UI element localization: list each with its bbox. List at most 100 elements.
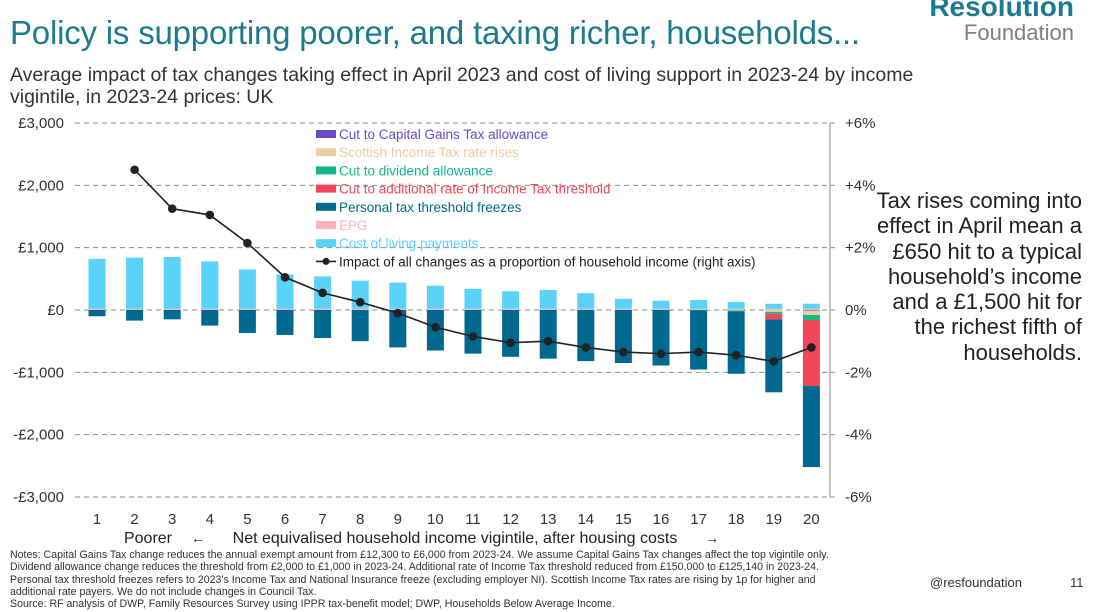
bar-segment xyxy=(126,310,144,321)
impact-point xyxy=(280,272,290,282)
note-line: Dividend allowance change reduces the th… xyxy=(10,561,820,574)
y-tick-label: £1,000 xyxy=(18,240,64,257)
impact-point xyxy=(318,288,327,298)
legend-line-marker xyxy=(322,257,330,265)
legend-label: Cost of living payments xyxy=(339,236,479,251)
legend-swatch xyxy=(316,166,336,175)
bar-segment xyxy=(577,308,595,310)
legend-label: EPG xyxy=(339,218,368,233)
x-tick-label: 2 xyxy=(130,511,138,528)
bar-segment xyxy=(502,308,520,310)
bar-segment xyxy=(765,308,783,310)
bar-segment xyxy=(464,310,482,354)
bar-segment xyxy=(727,310,745,311)
x-tick-label: 17 xyxy=(690,511,707,528)
legend-label: Personal tax threshold freezes xyxy=(339,200,522,215)
legend-swatch xyxy=(316,148,336,157)
bar-segment xyxy=(502,291,520,309)
y2-tick-label: +6% xyxy=(845,115,875,132)
bar-segment xyxy=(502,310,520,357)
bar-segment xyxy=(351,308,369,310)
y-tick-label: -£3,000 xyxy=(13,489,64,506)
y-tick-label: -£1,000 xyxy=(13,364,64,381)
bar-segment xyxy=(276,310,294,335)
bar-segment xyxy=(163,257,181,309)
bar-segment xyxy=(126,308,144,310)
y2-tick-label: 0% xyxy=(845,302,867,319)
bar-segment xyxy=(88,258,106,309)
bar-segment xyxy=(727,301,745,309)
impact-point xyxy=(731,350,741,360)
bar-segment xyxy=(539,290,557,309)
x-tick-label: 10 xyxy=(427,511,444,528)
y2-tick-label: -4% xyxy=(845,427,872,444)
bar-segment xyxy=(614,310,632,363)
bar-segment xyxy=(577,293,595,309)
legend-label: Scottish Income Tax rate rises xyxy=(339,145,519,160)
impact-point xyxy=(543,336,553,346)
legend-swatch xyxy=(316,239,336,248)
legend-label: Impact of all changes as a proportion of… xyxy=(339,254,755,269)
bar-segment xyxy=(690,308,708,310)
x-tick-label: 7 xyxy=(318,511,326,528)
x-tick-label: 3 xyxy=(168,511,176,528)
impact-point xyxy=(205,210,215,220)
bar-segment xyxy=(276,308,294,310)
bar-segment xyxy=(802,303,820,309)
legend-label: Cut to dividend allowance xyxy=(339,163,493,178)
bar-segment xyxy=(201,308,219,310)
logo-line-2: Foundation xyxy=(963,20,1074,45)
impact-point xyxy=(167,204,177,214)
bar-segment xyxy=(765,310,783,312)
x-tick-label: 8 xyxy=(356,511,364,528)
bar-segment xyxy=(802,386,820,468)
bar-segment xyxy=(652,300,670,309)
bar-segment xyxy=(765,303,783,309)
brand-logo: Resolution Foundation xyxy=(929,0,1074,46)
bar-segment xyxy=(765,313,783,320)
bar-segment xyxy=(802,310,820,311)
x-tick-label: 1 xyxy=(93,511,101,528)
bar-segment xyxy=(314,308,332,310)
impact-point xyxy=(243,238,252,248)
x-tick-label: 9 xyxy=(394,511,402,528)
logo-line-1: Resolution xyxy=(929,0,1074,22)
x-tick-label: 5 xyxy=(243,511,251,528)
bar-segment xyxy=(727,310,745,312)
page-title: Policy is supporting poorer, and taxing … xyxy=(10,14,860,51)
legend-label: Cut to additional rate of Income Tax thr… xyxy=(339,182,610,197)
y-tick-label: £3,000 xyxy=(18,115,64,132)
note-line: Notes: Capital Gains Tax change reduces … xyxy=(10,549,829,561)
bar-segment xyxy=(426,285,444,309)
social-handle: @resfoundation xyxy=(930,575,1022,590)
source-line: Source: RF analysis of DWP, Family Resou… xyxy=(10,598,615,611)
x-tick-label: 14 xyxy=(577,511,594,528)
x-tick-label: 11 xyxy=(465,511,481,528)
bar-segment xyxy=(727,308,745,310)
note-line: additional rate payers. We do not includ… xyxy=(10,585,317,598)
bar-segment xyxy=(539,310,557,359)
x-tick-label: 4 xyxy=(206,511,214,528)
impact-point xyxy=(355,297,365,307)
callout-text: Tax rises coming into effect in April me… xyxy=(876,188,1082,365)
bar-segment xyxy=(690,310,708,311)
legend-swatch xyxy=(316,221,336,229)
bar-segment xyxy=(389,282,407,309)
impact-point xyxy=(431,322,440,332)
bar-segment xyxy=(614,308,632,310)
impact-point xyxy=(694,347,703,357)
right-arrow-icon: → xyxy=(705,530,719,546)
bar-segment xyxy=(577,310,595,362)
x-tick-label: 12 xyxy=(502,511,519,528)
y-tick-label: -£2,000 xyxy=(13,427,64,444)
bar-segment xyxy=(765,319,783,393)
bar-segment xyxy=(464,308,482,310)
impact-point xyxy=(468,332,478,341)
bar-segment xyxy=(238,310,256,334)
bar-segment xyxy=(802,308,820,310)
bar-segment xyxy=(614,298,632,309)
x-tick-label: 19 xyxy=(765,511,782,528)
bar-segment xyxy=(690,310,708,370)
y2-tick-label: -2% xyxy=(845,364,872,381)
